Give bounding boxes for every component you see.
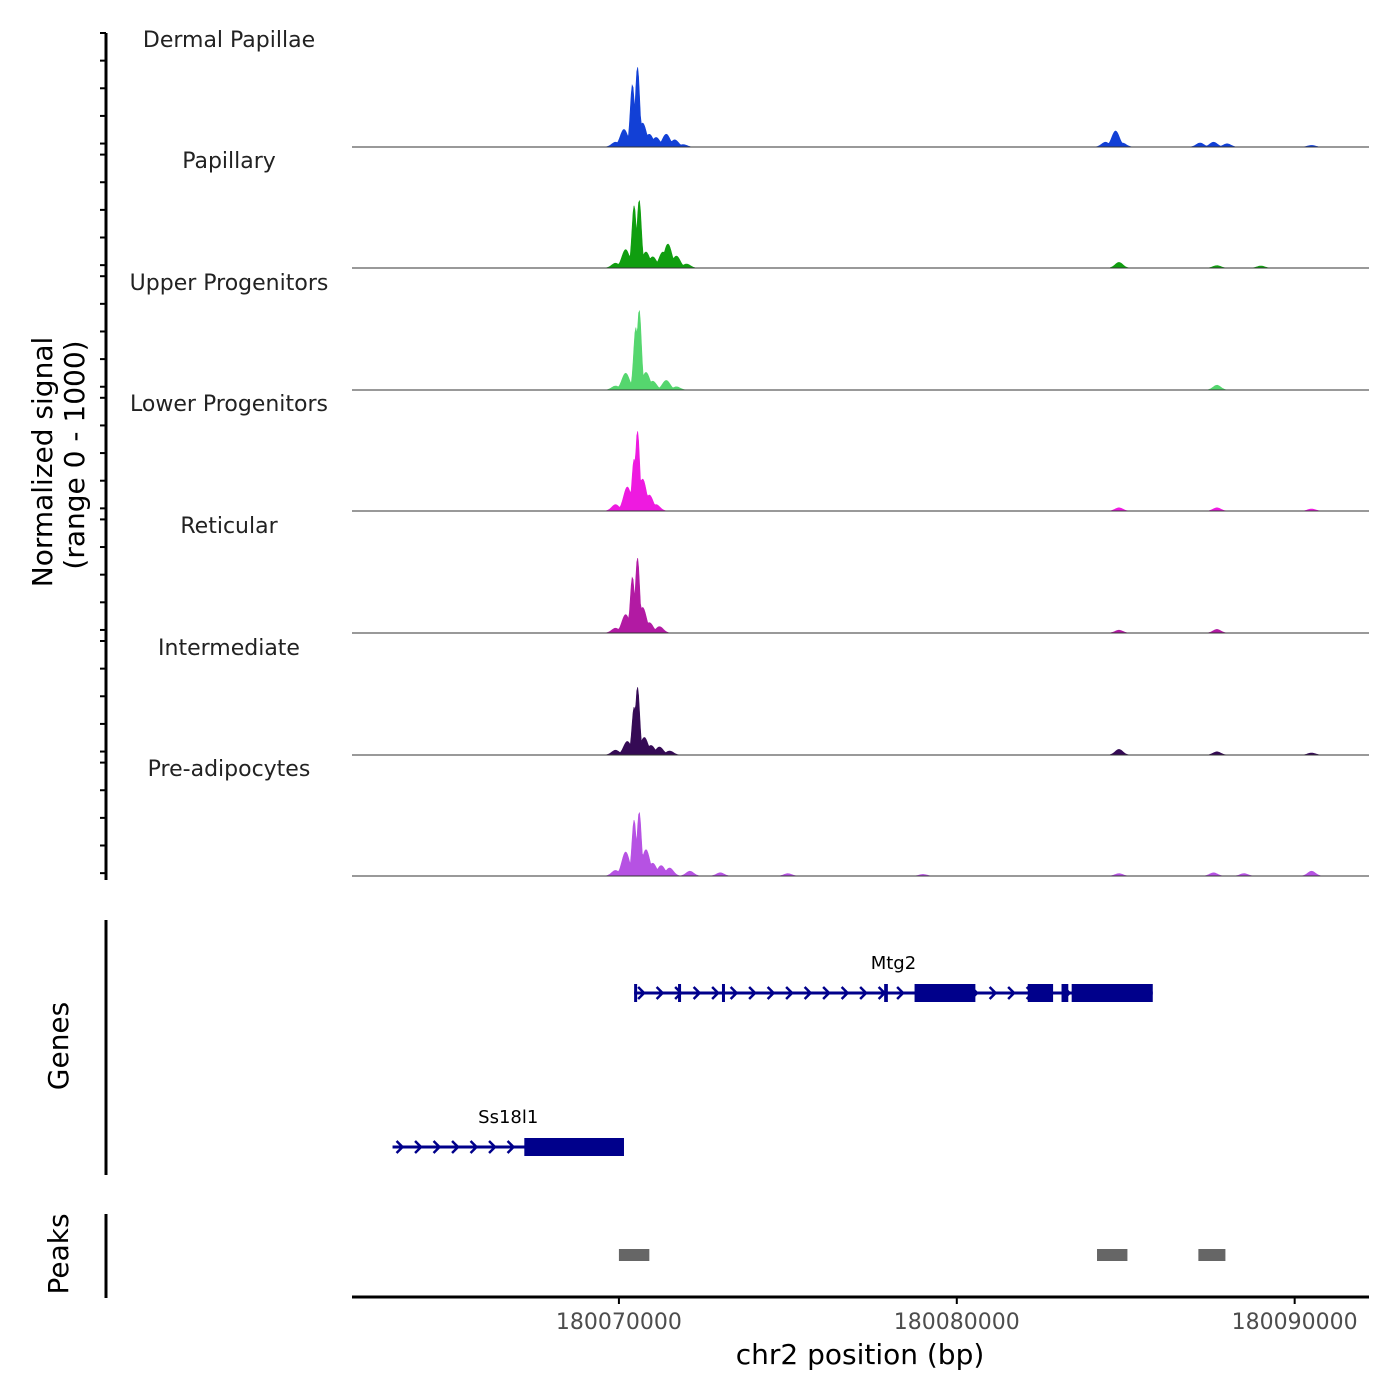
track-label: Pre-adipocytes	[148, 757, 311, 782]
gene-exon	[678, 984, 682, 1002]
signal-track: Pre-adipocytes	[148, 757, 1369, 877]
strand-arrow-icon	[692, 986, 702, 1000]
strand-arrow-icon	[506, 1140, 516, 1154]
track-label: Upper Progenitors	[130, 271, 329, 296]
gene-exon	[634, 984, 638, 1002]
gene-exon	[1061, 984, 1069, 1002]
peak-region	[1198, 1249, 1226, 1261]
track-label: Intermediate	[158, 636, 300, 661]
signal-track: Papillary	[182, 149, 1369, 269]
signal-area	[352, 558, 1369, 634]
strand-arrow-icon	[748, 986, 757, 1000]
gene-exon	[1071, 984, 1153, 1002]
signal-track: Intermediate	[158, 636, 1369, 756]
strand-arrow-icon	[637, 986, 646, 1000]
strand-arrow-icon	[859, 986, 868, 1000]
gene-exon	[721, 984, 725, 1002]
signal-area	[352, 811, 1369, 877]
gene-exon	[914, 984, 976, 1002]
peak-region	[1097, 1249, 1128, 1261]
y-axis-label-line1: Normalized signal	[26, 337, 59, 588]
x-axis: 180070000 180080000 180090000	[352, 1295, 1369, 1335]
strand-arrow-icon	[729, 986, 739, 1000]
signal-y-axis	[100, 32, 108, 880]
track-label: Reticular	[180, 514, 278, 539]
gene-name-label: Mtg2	[871, 953, 916, 974]
strand-arrow-icon	[395, 1140, 405, 1154]
peaks-track-label: Peaks	[42, 1213, 75, 1294]
strand-arrow-icon	[785, 986, 794, 1000]
signal-track: Lower Progenitors	[130, 392, 1369, 512]
strand-arrow-icon	[488, 1140, 497, 1154]
gene-exon	[1027, 984, 1054, 1002]
gene-track: Mtg2 Ss18l1	[392, 953, 1153, 1156]
genes-track-label: Genes	[42, 1002, 75, 1090]
gene-name-label: Ss18l1	[478, 1107, 538, 1128]
strand-arrow-icon	[674, 986, 683, 1000]
strand-arrow-icon	[469, 1140, 479, 1154]
signal-area	[352, 67, 1369, 148]
signal-area	[352, 431, 1369, 512]
peak-track	[618, 1249, 1226, 1261]
signal-area	[352, 687, 1369, 756]
strand-arrow-icon	[840, 986, 850, 1000]
strand-arrow-icon	[988, 986, 998, 1000]
strand-arrow-icon	[822, 986, 831, 1000]
track-label: Lower Progenitors	[130, 392, 328, 417]
gene-model: Mtg2	[634, 953, 1153, 1002]
gene-exon	[524, 1138, 624, 1156]
x-axis-label: chr2 position (bp)	[736, 1338, 985, 1371]
strand-arrow-icon	[451, 1140, 460, 1154]
x-tick-label: 180090000	[1232, 1310, 1358, 1335]
signal-area	[352, 199, 1369, 269]
gene-model: Ss18l1	[392, 1107, 624, 1156]
strand-arrow-icon	[1007, 986, 1016, 1000]
peak-region	[618, 1249, 650, 1261]
signal-area	[352, 309, 1369, 391]
strand-arrow-icon	[711, 986, 720, 1000]
signal-track: Dermal Papillae	[143, 28, 1369, 148]
strand-arrow-icon	[655, 986, 665, 1000]
x-tick-label: 180080000	[894, 1310, 1020, 1335]
gene-exon	[884, 984, 888, 1002]
signal-tracks: Dermal Papillae Papillary Upper Progenitor…	[130, 28, 1369, 877]
strand-arrow-icon	[414, 1140, 423, 1154]
strand-arrow-icon	[766, 986, 776, 1000]
strand-arrow-icon	[896, 986, 905, 1000]
signal-track: Reticular	[180, 514, 1369, 634]
strand-arrow-icon	[432, 1140, 442, 1154]
strand-arrow-icon	[803, 986, 813, 1000]
y-axis-label-line2: (range 0 - 1000)	[58, 340, 91, 569]
track-label: Papillary	[182, 149, 276, 174]
track-label: Dermal Papillae	[143, 28, 315, 53]
x-tick-label: 180070000	[556, 1310, 682, 1335]
signal-track: Upper Progenitors	[130, 271, 1369, 391]
